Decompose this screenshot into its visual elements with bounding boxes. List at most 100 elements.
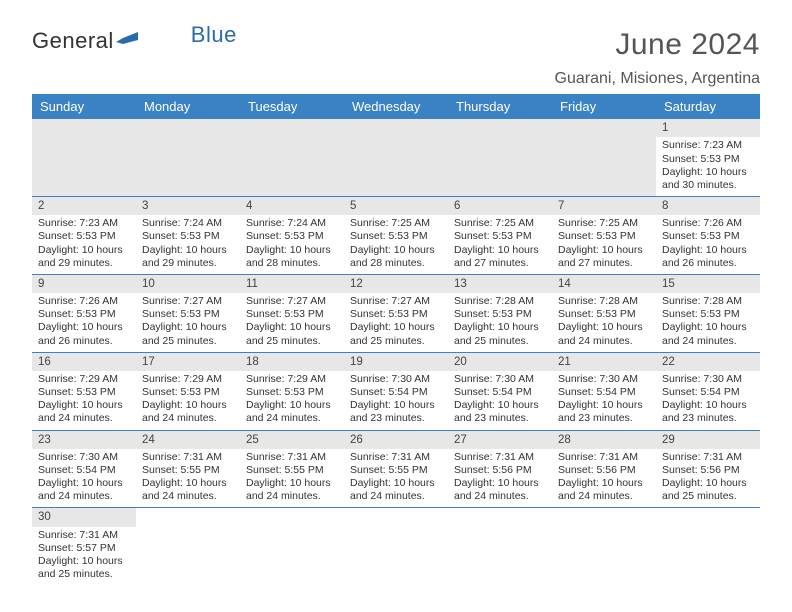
day-number: 25 xyxy=(240,431,344,449)
day-content: Sunrise: 7:31 AMSunset: 5:57 PMDaylight:… xyxy=(32,527,136,586)
day-line-d2: and 28 minutes. xyxy=(350,257,442,270)
day-line-d1: Daylight: 10 hours xyxy=(662,244,754,257)
calendar-cell xyxy=(240,119,344,196)
calendar-cell: 22Sunrise: 7:30 AMSunset: 5:54 PMDayligh… xyxy=(656,352,760,430)
day-line-ss: Sunset: 5:55 PM xyxy=(142,464,234,477)
calendar-page: General Blue June 2024 Guarani, Misiones… xyxy=(0,0,792,585)
day-content: Sunrise: 7:31 AMSunset: 5:56 PMDaylight:… xyxy=(448,449,552,508)
day-header: Wednesday xyxy=(344,94,448,119)
day-content: Sunrise: 7:27 AMSunset: 5:53 PMDaylight:… xyxy=(240,293,344,352)
calendar-cell: 12Sunrise: 7:27 AMSunset: 5:53 PMDayligh… xyxy=(344,274,448,352)
day-line-d2: and 25 minutes. xyxy=(142,335,234,348)
day-line-d2: and 29 minutes. xyxy=(142,257,234,270)
day-line-d2: and 27 minutes. xyxy=(558,257,650,270)
day-line-d1: Daylight: 10 hours xyxy=(454,321,546,334)
calendar-cell xyxy=(448,508,552,585)
day-number: 7 xyxy=(552,197,656,215)
day-line-d2: and 23 minutes. xyxy=(558,412,650,425)
calendar-body: 1Sunrise: 7:23 AMSunset: 5:53 PMDaylight… xyxy=(32,119,760,585)
calendar-cell: 15Sunrise: 7:28 AMSunset: 5:53 PMDayligh… xyxy=(656,274,760,352)
day-number: 18 xyxy=(240,353,344,371)
day-line-d2: and 24 minutes. xyxy=(38,490,130,503)
day-line-ss: Sunset: 5:53 PM xyxy=(38,230,130,243)
day-header: Sunday xyxy=(32,94,136,119)
day-line-d2: and 30 minutes. xyxy=(662,179,754,192)
day-line-sr: Sunrise: 7:27 AM xyxy=(142,295,234,308)
day-line-ss: Sunset: 5:53 PM xyxy=(662,308,754,321)
header-right: June 2024 Guarani, Misiones, Argentina xyxy=(555,28,760,88)
calendar-cell: 29Sunrise: 7:31 AMSunset: 5:56 PMDayligh… xyxy=(656,430,760,508)
day-line-ss: Sunset: 5:56 PM xyxy=(558,464,650,477)
day-line-ss: Sunset: 5:53 PM xyxy=(142,386,234,399)
day-line-ss: Sunset: 5:53 PM xyxy=(246,308,338,321)
day-number: 6 xyxy=(448,197,552,215)
day-number: 14 xyxy=(552,275,656,293)
calendar-cell xyxy=(136,508,240,585)
day-content: Sunrise: 7:30 AMSunset: 5:54 PMDaylight:… xyxy=(32,449,136,508)
day-content: Sunrise: 7:31 AMSunset: 5:55 PMDaylight:… xyxy=(136,449,240,508)
calendar-cell: 27Sunrise: 7:31 AMSunset: 5:56 PMDayligh… xyxy=(448,430,552,508)
calendar-cell: 4Sunrise: 7:24 AMSunset: 5:53 PMDaylight… xyxy=(240,196,344,274)
day-line-sr: Sunrise: 7:28 AM xyxy=(454,295,546,308)
day-line-ss: Sunset: 5:53 PM xyxy=(350,230,442,243)
calendar-week-row: 9Sunrise: 7:26 AMSunset: 5:53 PMDaylight… xyxy=(32,274,760,352)
day-line-ss: Sunset: 5:54 PM xyxy=(454,386,546,399)
day-line-ss: Sunset: 5:53 PM xyxy=(350,308,442,321)
calendar-cell xyxy=(344,119,448,196)
day-line-d2: and 25 minutes. xyxy=(454,335,546,348)
day-header: Thursday xyxy=(448,94,552,119)
day-line-ss: Sunset: 5:57 PM xyxy=(38,542,130,555)
calendar-week-row: 23Sunrise: 7:30 AMSunset: 5:54 PMDayligh… xyxy=(32,430,760,508)
day-header: Friday xyxy=(552,94,656,119)
calendar-cell: 23Sunrise: 7:30 AMSunset: 5:54 PMDayligh… xyxy=(32,430,136,508)
day-content: Sunrise: 7:31 AMSunset: 5:55 PMDaylight:… xyxy=(344,449,448,508)
calendar-cell: 19Sunrise: 7:30 AMSunset: 5:54 PMDayligh… xyxy=(344,352,448,430)
day-line-ss: Sunset: 5:54 PM xyxy=(662,386,754,399)
day-line-d1: Daylight: 10 hours xyxy=(662,477,754,490)
day-line-d2: and 25 minutes. xyxy=(38,568,130,581)
day-line-d2: and 23 minutes. xyxy=(454,412,546,425)
calendar-cell: 7Sunrise: 7:25 AMSunset: 5:53 PMDaylight… xyxy=(552,196,656,274)
day-number: 3 xyxy=(136,197,240,215)
page-header: General Blue June 2024 Guarani, Misiones… xyxy=(32,28,760,88)
day-line-sr: Sunrise: 7:31 AM xyxy=(142,451,234,464)
day-number: 11 xyxy=(240,275,344,293)
day-line-d2: and 26 minutes. xyxy=(38,335,130,348)
day-number: 19 xyxy=(344,353,448,371)
day-header-row: SundayMondayTuesdayWednesdayThursdayFrid… xyxy=(32,94,760,119)
day-line-sr: Sunrise: 7:26 AM xyxy=(38,295,130,308)
calendar-week-row: 1Sunrise: 7:23 AMSunset: 5:53 PMDaylight… xyxy=(32,119,760,196)
day-line-sr: Sunrise: 7:31 AM xyxy=(350,451,442,464)
day-line-sr: Sunrise: 7:29 AM xyxy=(142,373,234,386)
day-line-d1: Daylight: 10 hours xyxy=(350,321,442,334)
day-line-sr: Sunrise: 7:30 AM xyxy=(38,451,130,464)
day-line-ss: Sunset: 5:53 PM xyxy=(38,386,130,399)
day-number: 26 xyxy=(344,431,448,449)
day-line-ss: Sunset: 5:53 PM xyxy=(142,308,234,321)
calendar-table: SundayMondayTuesdayWednesdayThursdayFrid… xyxy=(32,94,760,585)
day-line-d1: Daylight: 10 hours xyxy=(454,477,546,490)
day-number: 4 xyxy=(240,197,344,215)
calendar-cell: 13Sunrise: 7:28 AMSunset: 5:53 PMDayligh… xyxy=(448,274,552,352)
day-line-ss: Sunset: 5:53 PM xyxy=(38,308,130,321)
day-line-sr: Sunrise: 7:28 AM xyxy=(558,295,650,308)
day-line-ss: Sunset: 5:54 PM xyxy=(350,386,442,399)
day-line-sr: Sunrise: 7:29 AM xyxy=(38,373,130,386)
day-line-sr: Sunrise: 7:31 AM xyxy=(662,451,754,464)
day-line-d2: and 24 minutes. xyxy=(558,490,650,503)
day-line-d1: Daylight: 10 hours xyxy=(38,399,130,412)
day-number: 5 xyxy=(344,197,448,215)
day-line-sr: Sunrise: 7:31 AM xyxy=(454,451,546,464)
calendar-cell: 21Sunrise: 7:30 AMSunset: 5:54 PMDayligh… xyxy=(552,352,656,430)
calendar-cell xyxy=(136,119,240,196)
day-line-ss: Sunset: 5:53 PM xyxy=(558,308,650,321)
day-number: 12 xyxy=(344,275,448,293)
day-content: Sunrise: 7:23 AMSunset: 5:53 PMDaylight:… xyxy=(32,215,136,274)
day-line-ss: Sunset: 5:55 PM xyxy=(350,464,442,477)
brand-logo: General Blue xyxy=(32,28,237,54)
day-line-ss: Sunset: 5:53 PM xyxy=(246,230,338,243)
calendar-cell: 18Sunrise: 7:29 AMSunset: 5:53 PMDayligh… xyxy=(240,352,344,430)
day-line-sr: Sunrise: 7:30 AM xyxy=(558,373,650,386)
day-content: Sunrise: 7:25 AMSunset: 5:53 PMDaylight:… xyxy=(448,215,552,274)
day-line-d1: Daylight: 10 hours xyxy=(246,477,338,490)
